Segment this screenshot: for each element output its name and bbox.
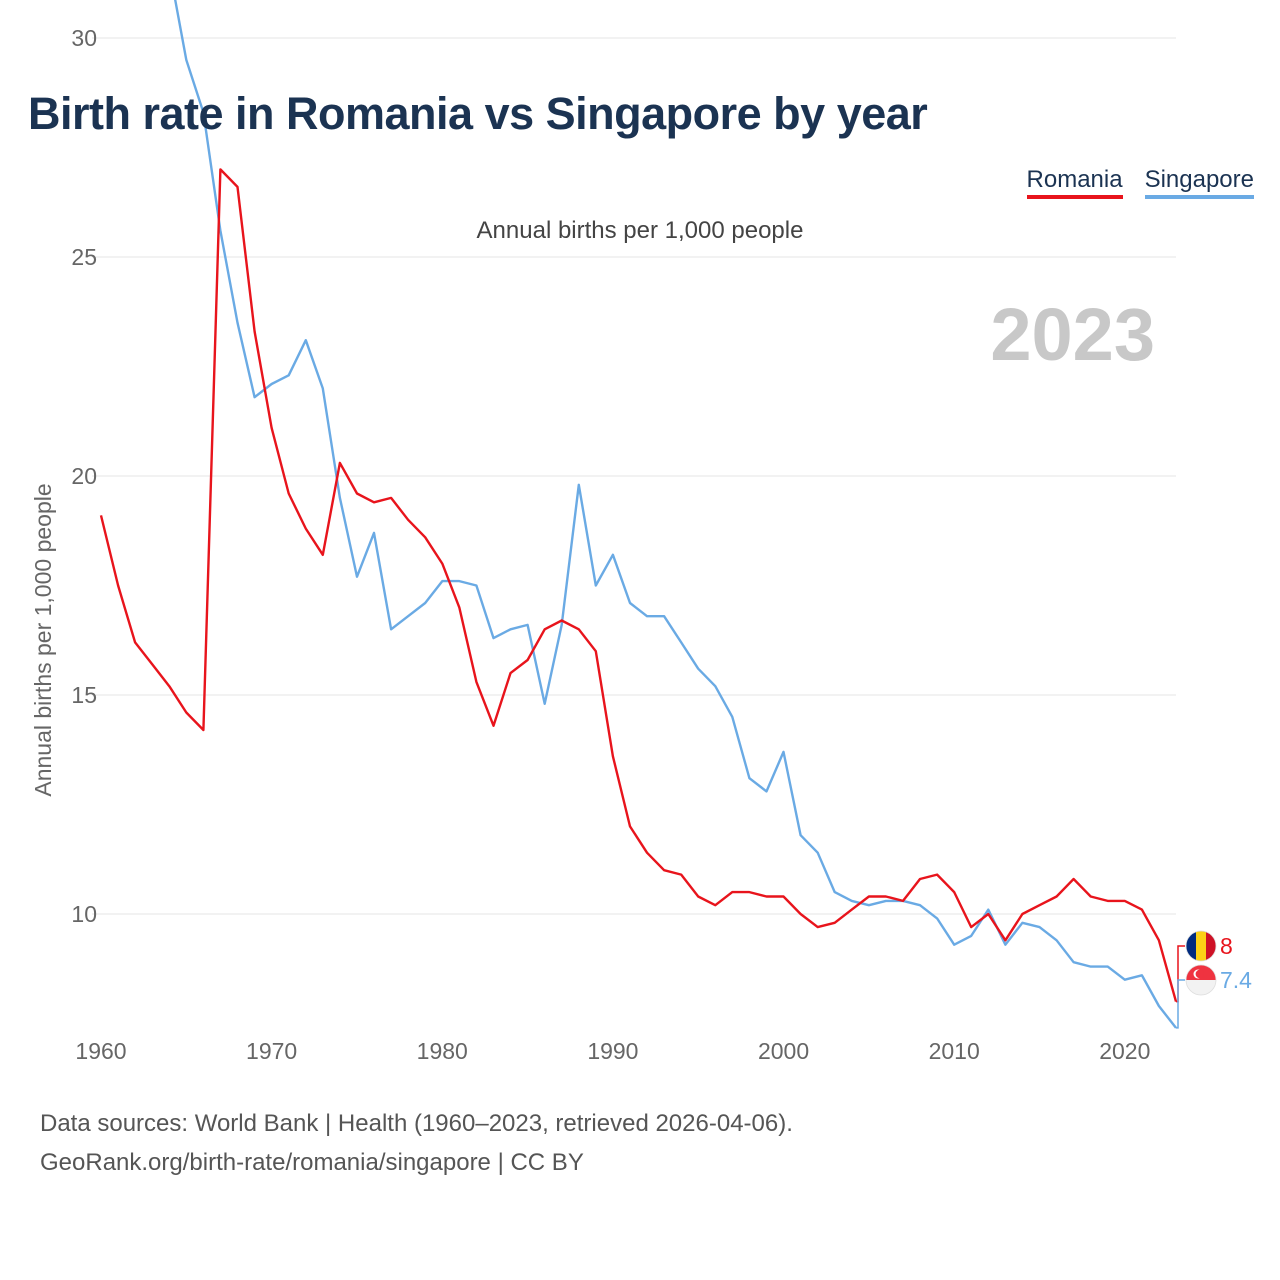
- y-tick-label: 20: [71, 463, 97, 489]
- y-tick-label: 10: [71, 901, 97, 927]
- chart-subtitle: Annual births per 1,000 people: [476, 217, 804, 244]
- year-watermark: 2023: [990, 293, 1155, 376]
- x-axis-ticks: 1960 1970 1980 1990 2000 2010 2020: [75, 1038, 1150, 1064]
- romania-flag-icon: [1185, 930, 1217, 962]
- series-lines: [99, 0, 1178, 1029]
- singapore-flag-icon: [1185, 964, 1217, 996]
- end-connector: [1176, 979, 1185, 1029]
- chart-title: Birth rate in Romania vs Singapore by ye…: [28, 88, 928, 139]
- end-value-romania: 8: [1220, 933, 1233, 959]
- series-line-singapore: [174, 0, 1177, 1029]
- y-tick-label: 15: [71, 682, 97, 708]
- x-tick-label: 1980: [417, 1038, 468, 1064]
- end-connector: [1176, 945, 1185, 1003]
- end-value-singapore: 7.4: [1220, 967, 1252, 993]
- legend-item-singapore[interactable]: Singapore: [1144, 166, 1254, 199]
- legend: Romania Singapore: [1026, 166, 1254, 199]
- series-line-romania: [99, 168, 1178, 1002]
- y-tick-label: 25: [71, 244, 97, 270]
- footer-source-link[interactable]: GeoRank.org/birth-rate/romania/singapore…: [40, 1149, 584, 1176]
- footer-sources: Data sources: World Bank | Health (1960–…: [40, 1110, 793, 1137]
- gridlines: [92, 37, 1176, 915]
- x-tick-label: 1990: [587, 1038, 638, 1064]
- y-axis-label: Annual births per 1,000 people: [30, 483, 56, 796]
- end-labels: 87.4: [1176, 930, 1252, 1029]
- y-tick-label: 30: [71, 25, 97, 51]
- x-tick-label: 2020: [1099, 1038, 1150, 1064]
- y-axis-ticks: 101520253035: [71, 25, 97, 927]
- x-tick-label: 1960: [75, 1038, 126, 1064]
- x-tick-label: 2000: [758, 1038, 809, 1064]
- legend-item-romania[interactable]: Romania: [1026, 166, 1123, 199]
- footer: Data sources: World Bank | Health (1960–…: [40, 1104, 793, 1182]
- x-tick-label: 2010: [929, 1038, 980, 1064]
- x-tick-label: 1970: [246, 1038, 297, 1064]
